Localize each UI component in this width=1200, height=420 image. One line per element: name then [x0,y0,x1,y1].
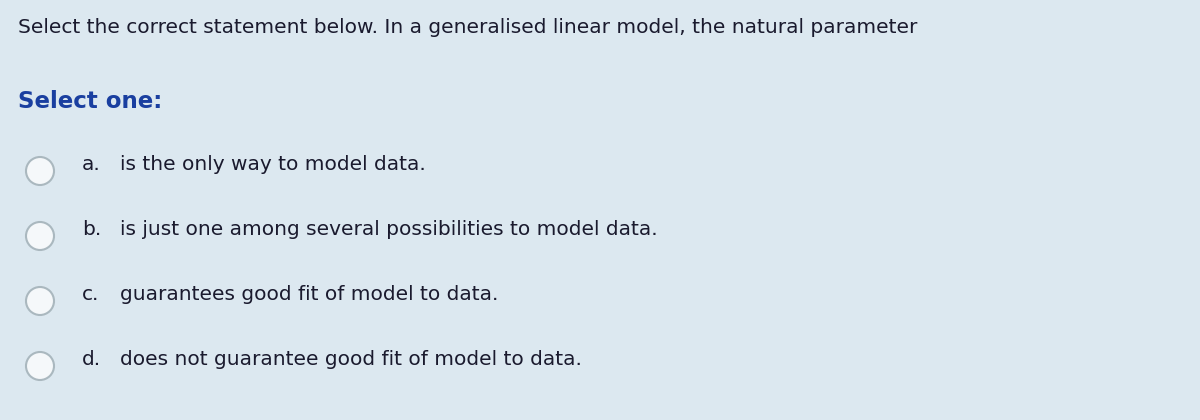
Text: d.: d. [82,350,101,369]
Text: c.: c. [82,285,100,304]
Text: b.: b. [82,220,101,239]
Text: does not guarantee good fit of model to data.: does not guarantee good fit of model to … [120,350,582,369]
Circle shape [26,222,54,250]
Text: is the only way to model data.: is the only way to model data. [120,155,426,174]
Text: Select the correct statement below. In a generalised linear model, the natural p: Select the correct statement below. In a… [18,18,917,37]
Text: Select one:: Select one: [18,90,162,113]
Circle shape [26,352,54,380]
Text: guarantees good fit of model to data.: guarantees good fit of model to data. [120,285,498,304]
Circle shape [26,157,54,185]
Text: is just one among several possibilities to model data.: is just one among several possibilities … [120,220,658,239]
Text: a.: a. [82,155,101,174]
Circle shape [26,287,54,315]
